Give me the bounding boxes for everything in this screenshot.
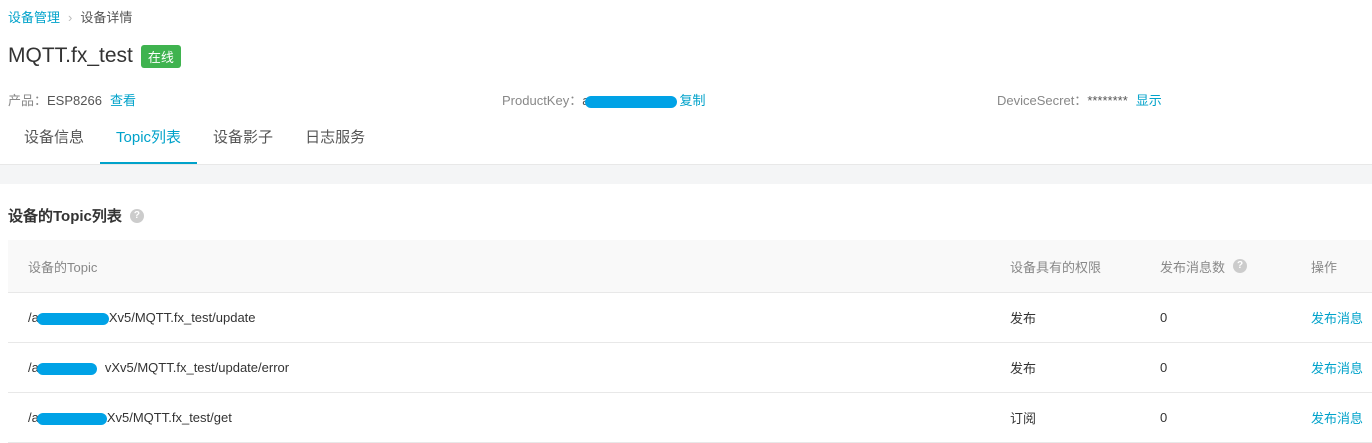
tab-bar: 设备信息 Topic列表 设备影子 日志服务 [8,118,381,164]
productkey-label: ProductKey： [502,93,583,108]
tab-log-service[interactable]: 日志服务 [305,129,366,146]
product-info: 产品：ESP8266 查看 [8,90,136,109]
secret-value: ******** [1087,93,1128,108]
publish-message-link[interactable]: 发布消息 [1311,361,1364,376]
topic-suffix: Xv5/MQTT.fx_test/get [106,410,232,425]
header-topic: 设备的Topic [28,259,98,275]
device-header: MQTT.fx_test 在线 [8,44,181,68]
topic-cell: /a Xv5/MQTT.fx_test/update [8,310,990,325]
redaction-mark [36,312,109,325]
productkey-info: ProductKey：a复制 [502,90,705,109]
permission-cell: 订阅 [1010,411,1037,426]
topic-cell: /a vXv5/MQTT.fx_test/update/error [8,360,990,375]
page-title: MQTT.fx_test [8,44,133,67]
section-header: 设备的Topic列表? [8,205,144,226]
count-cell: 0 [1160,310,1168,325]
publish-message-link[interactable]: 发布消息 [1311,311,1364,326]
breadcrumb-current: 设备详情 [80,10,133,25]
topic-suffix: vXv5/MQTT.fx_test/update/error [104,360,290,375]
chevron-right-icon: › [68,10,73,25]
help-icon[interactable]: ? [129,208,144,223]
redaction-mark [585,95,678,108]
show-secret-link[interactable]: 显示 [1135,93,1162,108]
section-title: 设备的Topic列表 [8,208,122,225]
header-permission: 设备具有的权限 [1010,259,1102,275]
tab-device-shadow[interactable]: 设备影子 [213,129,274,146]
tab-device-info[interactable]: 设备信息 [24,129,85,146]
table-header: 设备的Topic 设备具有的权限 发布消息数? 操作 [8,240,1372,293]
view-product-link[interactable]: 查看 [109,93,136,108]
copy-productkey-link[interactable]: 复制 [679,93,706,108]
devicesecret-info: DeviceSecret：******** 显示 [997,90,1162,109]
permission-cell: 发布 [1010,311,1037,326]
table-row: /a Xv5/MQTT.fx_test/update 发布 0 发布消息 [8,293,1372,343]
count-cell: 0 [1160,360,1168,375]
redaction-mark [36,362,97,375]
topic-prefix: /a [28,410,39,425]
header-count-label: 发布消息数 [1160,259,1226,275]
status-badge: 在线 [140,44,181,68]
help-icon[interactable]: ? [1233,259,1248,273]
topic-cell: /a Xv5/MQTT.fx_test/get [8,410,990,425]
secret-label: DeviceSecret： [997,93,1088,108]
product-value: ESP8266 [47,93,102,108]
tab-topic-list[interactable]: Topic列表 [100,118,198,164]
table-row: /a Xv5/MQTT.fx_test/get 订阅 0 发布消息 [8,393,1372,443]
redaction-mark [36,412,107,425]
topic-prefix: /a [28,310,39,325]
header-action: 操作 [1311,259,1338,275]
divider-band [0,164,1372,184]
table-row: /a vXv5/MQTT.fx_test/update/error 发布 0 发布… [8,343,1372,393]
product-label: 产品： [8,93,48,108]
topic-prefix: /a [28,360,39,375]
count-cell: 0 [1160,410,1168,425]
permission-cell: 发布 [1010,361,1037,376]
publish-message-link[interactable]: 发布消息 [1311,411,1364,426]
breadcrumb-device-management[interactable]: 设备管理 [8,10,61,25]
topic-table: 设备的Topic 设备具有的权限 发布消息数? 操作 /a Xv5/MQTT.fx… [8,240,1372,443]
breadcrumb: 设备管理 › 设备详情 [8,7,132,26]
header-count: 发布消息数? [1140,257,1290,276]
topic-suffix: Xv5/MQTT.fx_test/update [108,310,256,325]
